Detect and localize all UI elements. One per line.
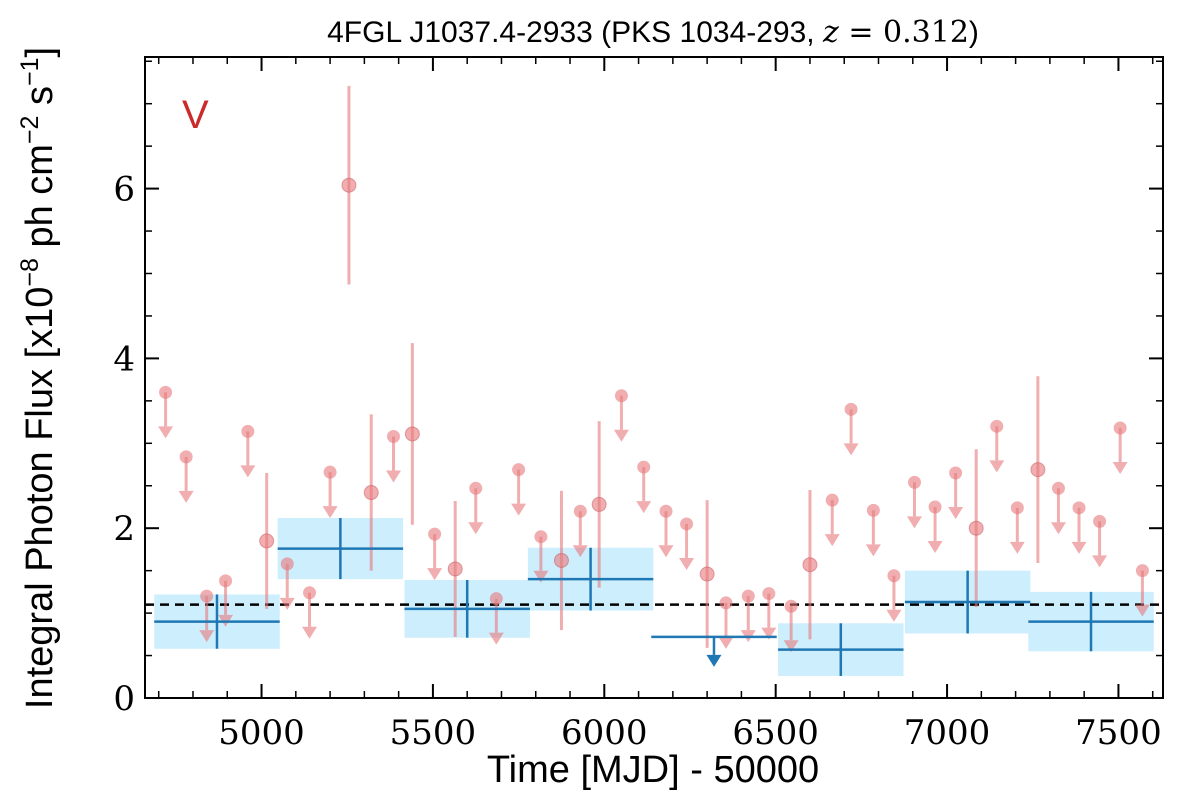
- short-bin-point: [1030, 462, 1046, 478]
- x-tick-label: 6500: [732, 713, 819, 753]
- upper-limit-arrow: [658, 545, 674, 558]
- upper-limit-arrow: [927, 540, 943, 553]
- short-bin-point: [699, 566, 715, 582]
- upper-limit-arrow: [386, 470, 402, 483]
- y-tick-label: 0: [113, 679, 135, 719]
- long-bin-upper-limit-arrow: [706, 654, 722, 667]
- upper-limit-arrow: [279, 597, 295, 610]
- short-bin-point: [591, 496, 607, 512]
- upper-limit-arrow: [533, 570, 549, 583]
- upper-limit-arrow: [824, 534, 840, 547]
- upper-limit-arrow: [886, 609, 902, 622]
- upper-limit-arrow: [468, 522, 484, 535]
- upper-limit-arrow: [783, 640, 799, 653]
- upper-limit-arrow: [843, 443, 859, 456]
- upper-limit-arrow: [613, 429, 629, 442]
- short-bin-point: [447, 561, 463, 577]
- short-bin-point: [553, 552, 569, 568]
- x-tick-label: 7000: [904, 713, 991, 753]
- upper-limit-arrow: [240, 465, 256, 478]
- upper-limit-arrow: [572, 545, 588, 558]
- upper-limit-arrow: [989, 460, 1005, 473]
- upper-limit-arrow: [679, 557, 695, 570]
- upper-limit-arrow: [1050, 522, 1066, 535]
- upper-limit-arrow: [1112, 462, 1128, 475]
- short-bin-point: [968, 520, 984, 536]
- upper-limit-arrow: [1092, 555, 1108, 568]
- panel-label: V: [182, 93, 209, 137]
- upper-limit-arrow: [906, 516, 922, 529]
- upper-limit-arrow: [302, 626, 318, 639]
- plot-frame: [144, 56, 1164, 699]
- upper-limit-arrow: [199, 630, 215, 643]
- upper-limit-marker: [659, 504, 673, 518]
- upper-limit-arrow: [427, 568, 443, 581]
- upper-limit-arrow: [718, 636, 734, 649]
- upper-limit-marker: [573, 504, 587, 518]
- upper-limit-arrow: [761, 627, 777, 640]
- upper-limit-arrow: [511, 503, 527, 516]
- upper-limit-arrow: [1009, 541, 1025, 554]
- x-tick-label: 6000: [561, 713, 648, 753]
- upper-limit-arrow: [1071, 541, 1087, 554]
- y-axis-title: Integral Photon Flux [x10−8 ph cm−2 s−1]: [16, 47, 61, 709]
- upper-limit-arrow: [636, 501, 652, 514]
- short-bin-point: [802, 557, 818, 573]
- chart-title: 4FGL J1037.4-2933 (PKS 1034-293, z = 0.3…: [327, 15, 979, 50]
- x-tick-label: 7500: [1075, 713, 1162, 753]
- upper-limit-arrow: [1134, 604, 1150, 617]
- upper-limit-arrow: [322, 506, 338, 519]
- upper-limit-arrow: [948, 507, 964, 520]
- upper-limit-arrow: [158, 426, 174, 439]
- y-tick-label: 2: [113, 509, 135, 549]
- upper-limit-arrow: [865, 544, 881, 557]
- upper-limit-marker: [866, 503, 880, 517]
- upper-limit-arrow: [488, 632, 504, 645]
- y-tick-label: 4: [113, 339, 135, 379]
- x-tick-label: 5500: [390, 713, 477, 753]
- x-axis-title: Time [MJD] - 50000: [487, 749, 819, 791]
- y-tick-label: 6: [113, 170, 135, 210]
- short-bin-point: [363, 485, 379, 501]
- short-bin-point: [404, 426, 420, 442]
- x-tick-label: 5000: [218, 713, 305, 753]
- upper-limit-arrow: [178, 490, 194, 503]
- short-bin-point: [259, 533, 275, 549]
- short-bin-point: [341, 177, 357, 193]
